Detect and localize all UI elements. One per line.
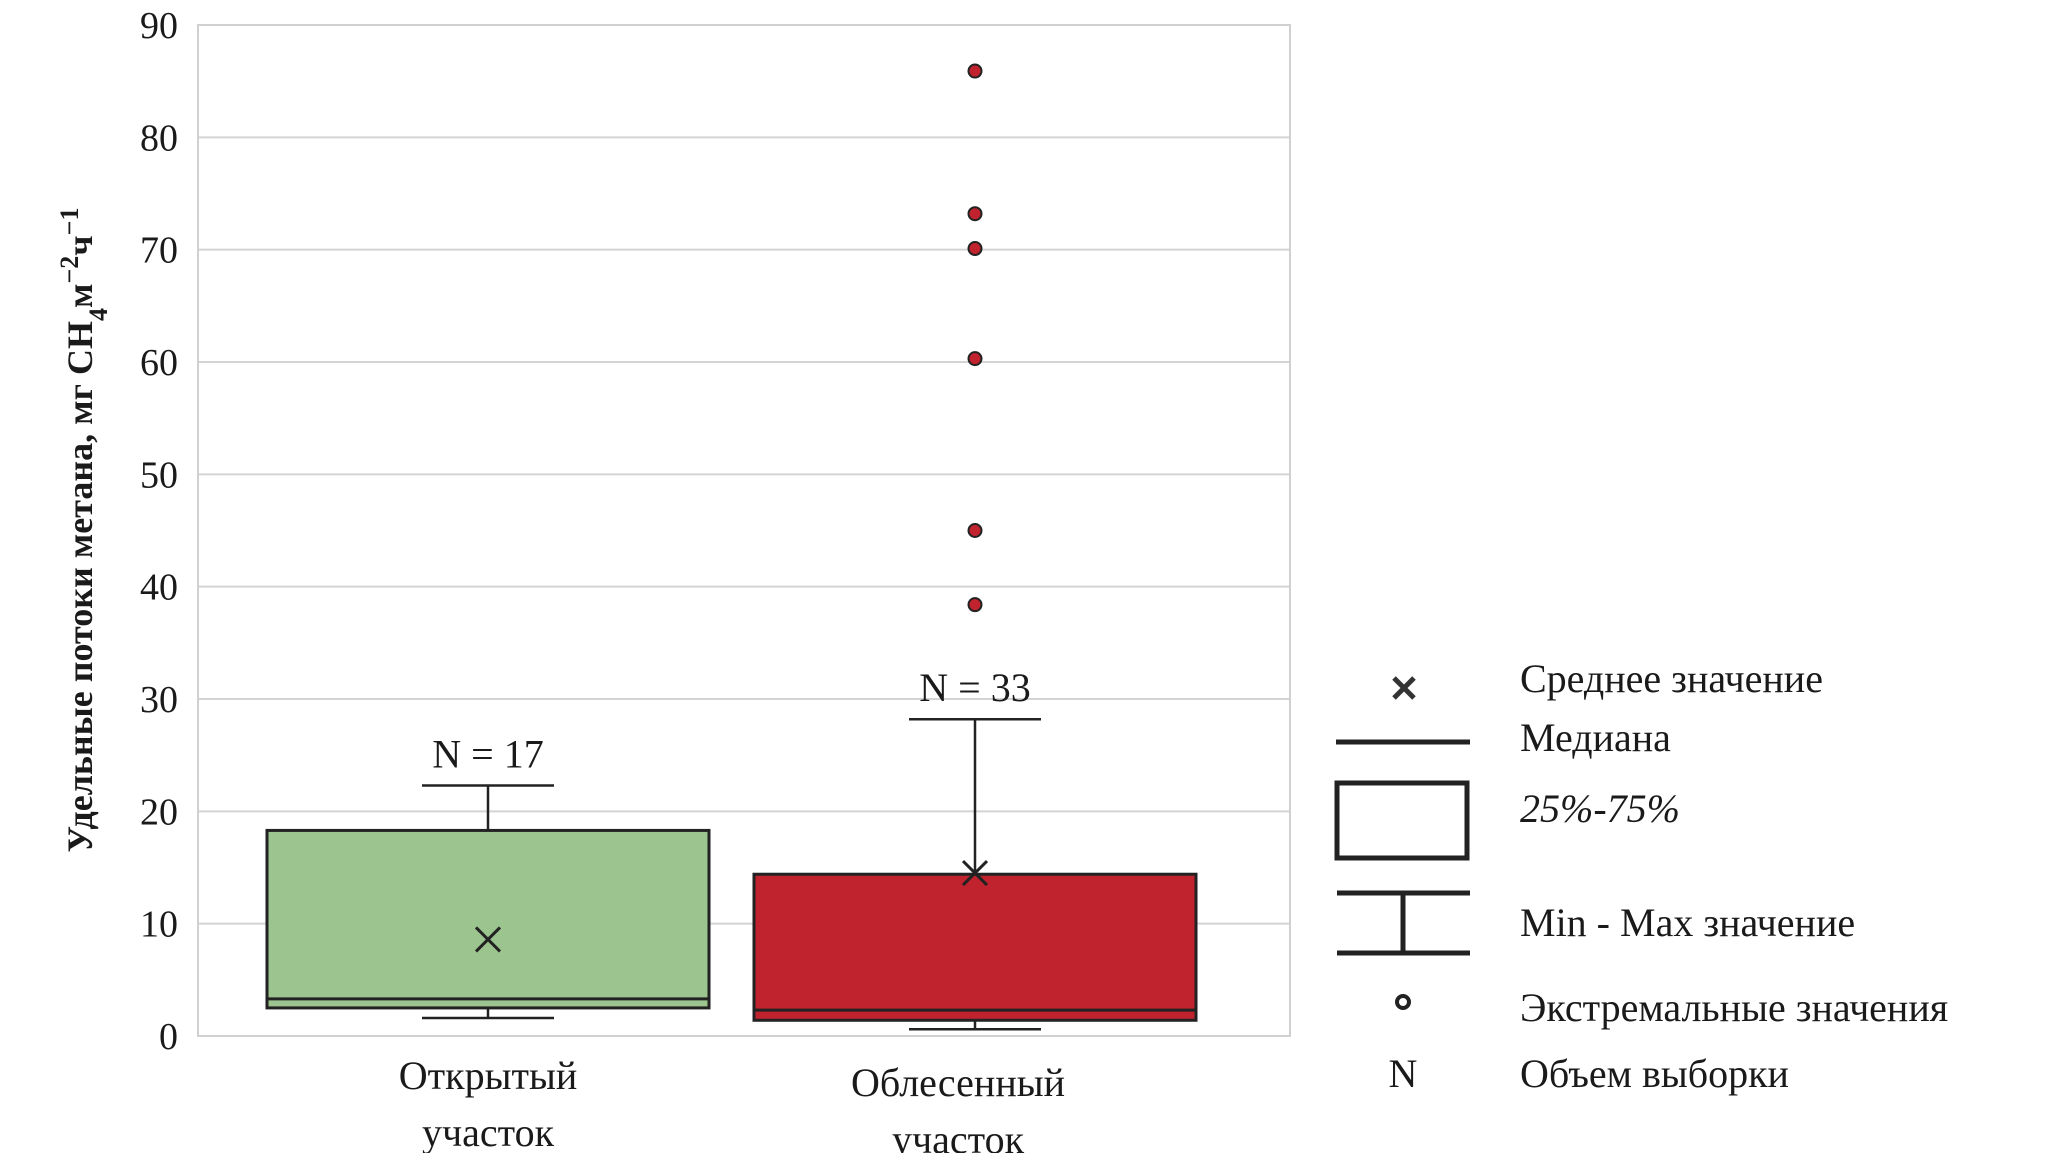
- category-label-1-line-2: участок: [422, 1110, 555, 1153]
- plot-frame: [197, 24, 1291, 1037]
- y-tick-label-50: 50: [140, 454, 178, 496]
- legend-label-whisker: Min - Max значение: [1520, 900, 1855, 945]
- legend-label-mean: Среднее значение: [1520, 656, 1823, 701]
- y-tick-label-0: 0: [159, 1016, 178, 1058]
- category-labels: Открытый участок Облесенный участок: [399, 1053, 1065, 1153]
- grid-layer: [198, 136, 1290, 925]
- legend-item-whisker: Min - Max значение: [1337, 890, 1855, 956]
- y-tick-label-80: 80: [140, 117, 178, 159]
- legend-label-box: 25%-75%: [1520, 786, 1680, 831]
- mean-marker-icon: [1392, 676, 1416, 700]
- whisker-icon: [1337, 890, 1470, 956]
- y-tick-label-40: 40: [140, 567, 178, 609]
- box-group-2: N = 33: [752, 63, 1198, 1031]
- y-tick-label-10: 10: [140, 904, 178, 946]
- box-group-1: N = 17: [265, 731, 711, 1020]
- n-label: N = 17: [432, 731, 543, 776]
- y-tick-label-60: 60: [140, 342, 178, 384]
- y-tick-label-30: 30: [140, 679, 178, 721]
- outlier-dot-icon: [1395, 994, 1411, 1010]
- category-label-2-line-2: участок: [892, 1117, 1025, 1153]
- iqr-box: [752, 872, 1198, 1022]
- outlier-point-4: [967, 241, 983, 257]
- legend: Среднее значение Медиана 25%-75% Min - M…: [1334, 656, 1948, 1096]
- legend-label-median: Медиана: [1520, 715, 1671, 760]
- n-label: N = 33: [919, 665, 1030, 710]
- outlier-point-3: [967, 351, 983, 367]
- mean-marker: [474, 926, 502, 953]
- y-tick-label-90: 90: [140, 5, 178, 47]
- outlier-point-6: [967, 63, 983, 79]
- legend-item-median: Медиана: [1336, 715, 1671, 760]
- outlier-point-5: [967, 206, 983, 222]
- category-label-1-line-1: Открытый: [399, 1053, 577, 1098]
- outlier-point-2: [967, 523, 983, 538]
- mean-marker: [961, 860, 989, 887]
- iqr-box: [265, 828, 711, 1010]
- outlier-point-1: [967, 597, 983, 613]
- y-tick-label-70: 70: [140, 230, 178, 272]
- legend-item-n: N Объем выборки: [1389, 1051, 1789, 1096]
- legend-item-mean: Среднее значение: [1392, 656, 1823, 701]
- boxes-layer: N = 17 N = 33: [265, 63, 1198, 1031]
- n-letter-icon: N: [1389, 1051, 1418, 1096]
- y-tick-label-20: 20: [140, 791, 178, 833]
- box-icon: [1334, 780, 1470, 861]
- legend-item-outlier: Экстремальные значения: [1395, 985, 1948, 1030]
- category-label-2-line-1: Облесенный: [851, 1060, 1065, 1105]
- y-axis-label: Удельные потоки метана, мг СН4м−2ч−1: [55, 208, 113, 853]
- legend-label-n: Объем выборки: [1520, 1051, 1789, 1096]
- y-tick-labels: 0 10 20 30 40 50 60 70 80 90: [140, 5, 178, 1058]
- legend-item-box: 25%-75%: [1334, 780, 1680, 861]
- legend-label-outlier: Экстремальные значения: [1520, 985, 1948, 1030]
